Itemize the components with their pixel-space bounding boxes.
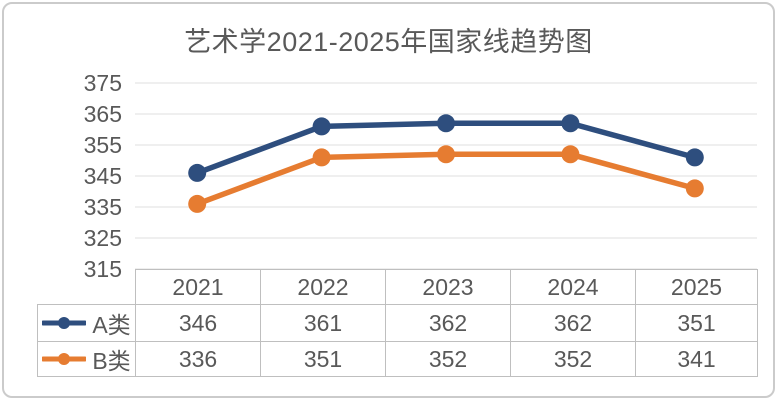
y-tick-label: 375 [84,70,122,96]
series-b-marker [685,179,704,198]
series-b-label: B类 [92,348,131,374]
series-b-value-2025: 341 [635,341,758,377]
series-a-marker [561,114,580,133]
year-header-2024: 2024 [510,269,636,305]
series-b-key-icon [42,353,87,365]
series-a-marker [188,163,207,182]
table-header-row: 2021 2022 2023 2024 2025 [38,269,758,305]
series-b-value-2021: 336 [135,341,261,377]
legend-item-a: A类 [37,304,136,342]
year-header-2022: 2022 [260,269,386,305]
series-a-value-2024: 362 [510,304,636,342]
y-tick-label: 335 [84,194,122,220]
series-a-value-2023: 362 [385,304,511,342]
line-chart-plot-area: 315 325 335 345 355 365 375 [84,70,757,282]
table-row-series-b: B类 336 351 352 352 341 [37,341,758,377]
series-b-marker [312,148,331,167]
series-b-value-2022: 351 [260,341,386,377]
series-a-marker [437,114,455,133]
table-corner-cell [38,270,136,305]
series-b-value-2023: 352 [385,341,511,377]
series-a-value-2022: 361 [260,304,386,342]
chart-title: 艺术学2021-2025年国家线趋势图 [184,27,593,57]
series-a-value-2021: 346 [135,304,261,342]
series-b-value-2024: 352 [510,341,636,377]
table-row-series-a: A类 346 361 362 362 351 [37,304,758,342]
series-b-marker [437,145,455,164]
data-table: 2021 2022 2023 2024 2025 A类 346 [37,269,758,377]
series-a-key-icon [42,317,87,329]
legend-item-b: B类 [37,341,136,377]
y-tick-label: 355 [84,132,122,158]
y-tick-label: 345 [84,163,122,189]
series-b-marker [188,194,207,213]
year-header-2021: 2021 [135,269,261,305]
y-tick-label: 315 [84,256,122,282]
series-a-value-2025: 351 [635,304,758,342]
data-table-container: 2021 2022 2023 2024 2025 A类 346 [37,269,758,377]
y-tick-label: 365 [84,101,122,127]
series-a-marker [312,117,331,136]
y-tick-label: 325 [84,225,122,251]
series-a-marker [685,148,704,167]
series-a-label: A类 [92,312,131,338]
year-header-2025: 2025 [635,269,758,305]
series-b-marker [561,145,580,164]
year-header-2023: 2023 [385,269,511,305]
